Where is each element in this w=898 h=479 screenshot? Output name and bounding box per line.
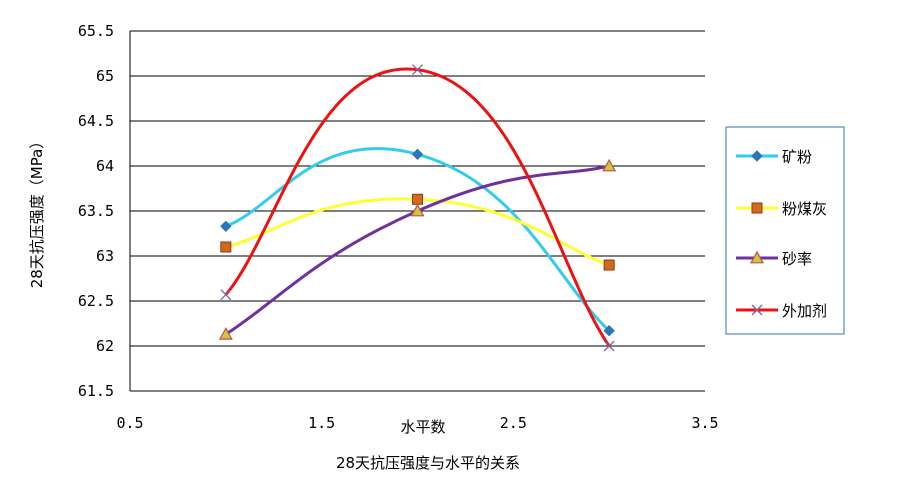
data-point-3-2-b <box>603 340 615 352</box>
x-tick-label-1: 1.5 <box>308 414 335 432</box>
x-tick-label-0: 0.5 <box>116 414 143 432</box>
y-tick-label-1: 62 <box>96 337 114 355</box>
data-point-1-0 <box>220 241 232 253</box>
data-point-3-0-b <box>220 289 232 301</box>
chart-caption: 28天抗压强度与水平的关系 <box>336 454 520 472</box>
legend-marker-3 <box>751 304 763 316</box>
y-tick-label-6: 64.5 <box>78 112 114 130</box>
y-tick-label-8: 65.5 <box>78 22 114 40</box>
legend-label-3: 外加剂 <box>782 302 827 320</box>
data-point-1-2 <box>603 259 615 271</box>
y-tick-label-7: 65 <box>96 67 114 85</box>
y-tick-label-2: 62.5 <box>78 292 114 310</box>
legend-marker-2 <box>749 250 765 264</box>
data-point-0-0 <box>220 220 232 233</box>
data-point-2-0 <box>218 327 233 340</box>
data-point-3-2 <box>603 340 615 352</box>
data-point-3-1 <box>412 64 423 76</box>
data-point-2-2 <box>602 158 617 172</box>
data-point-0-1 <box>411 148 424 161</box>
legend-marker-1 <box>751 202 763 214</box>
legend-label-0: 矿粉 <box>782 148 812 166</box>
legend-label-1: 粉煤灰 <box>782 200 827 218</box>
data-point-2-1 <box>410 203 425 217</box>
x-tick-label-3: 3.5 <box>691 414 718 432</box>
data-point-0-2 <box>603 324 615 337</box>
legend-box <box>725 126 845 335</box>
legend-marker-3-b <box>751 304 763 316</box>
series-line-0 <box>225 147 611 332</box>
y-axis-label: 28天抗压强度（MPa） <box>28 134 46 289</box>
y-tick-label-0: 61.5 <box>78 382 114 400</box>
legend-marker-0 <box>751 150 763 162</box>
data-point-1-1 <box>412 193 423 205</box>
series-layer <box>218 64 617 352</box>
data-point-3-0 <box>220 289 232 301</box>
legend-label-2: 砂率 <box>782 250 812 268</box>
y-tick-label-3: 63 <box>96 247 114 265</box>
y-tick-label-4: 63.5 <box>78 202 114 220</box>
x-axis-label: 水平数 <box>400 418 445 436</box>
tick-labels: 61.5 62 62.5 63 63.5 64 64.5 65 65.5 0.5 1.5 2.5 3.5 <box>78 22 719 432</box>
x-tick-label-2: 2.5 <box>500 414 527 432</box>
data-point-3-1-b <box>412 64 423 76</box>
y-tick-label-5: 64 <box>96 157 114 175</box>
